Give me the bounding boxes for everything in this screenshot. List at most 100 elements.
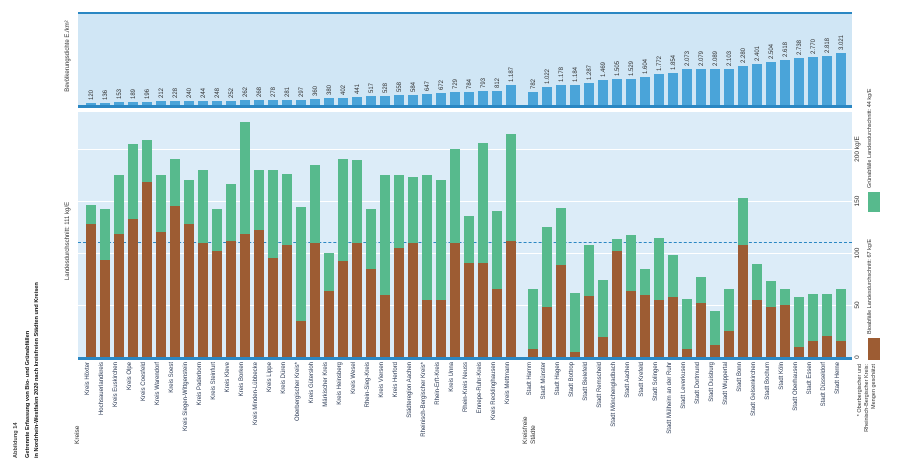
bio-segment (584, 296, 594, 357)
density-value: 1.178 (559, 66, 565, 82)
density-value: 212 (159, 87, 165, 98)
bio-segment (612, 251, 622, 357)
gruen-segment (100, 209, 110, 260)
x-label: Stadt Aachen (625, 362, 631, 398)
gruen-segment (766, 281, 776, 307)
figure-title-line2: in Nordrhein-Westfalen 2020 nach kreisfr… (34, 282, 40, 458)
density-bar (296, 100, 306, 105)
x-label: Stadt Bottrop (569, 362, 575, 398)
bio-segment (86, 224, 96, 357)
density-value: 3.021 (839, 34, 845, 50)
x-label: Stadt Hamm (527, 362, 533, 396)
bio-segment (492, 289, 502, 357)
bio-segment (542, 307, 552, 357)
bio-segment (570, 352, 580, 357)
legend-gruen-swatch (868, 192, 880, 212)
bio-segment (478, 263, 488, 357)
density-value: 782 (531, 78, 537, 89)
density-value: 1.287 (587, 64, 593, 80)
bio-segment (352, 243, 362, 357)
x-label: Kreis Lippe (267, 362, 273, 393)
density-bar (198, 101, 208, 105)
density-bar (528, 92, 538, 105)
gruen-segment (114, 175, 124, 234)
bio-segment (436, 300, 446, 357)
density-bar (184, 101, 194, 105)
density-value: 240 (187, 87, 193, 98)
density-bar (212, 101, 222, 105)
gruen-segment (556, 208, 566, 265)
bio-segment (296, 321, 306, 357)
gruen-segment (310, 165, 320, 243)
x-label: Ennepe-Ruhr-Kreis (477, 362, 483, 414)
density-bar (668, 73, 678, 105)
density-bar (696, 69, 706, 105)
density-bar (254, 100, 264, 105)
x-label: Kreis Recklinghausen (491, 362, 497, 421)
x-label: Kreis Minden-Lübbecke (253, 362, 259, 426)
bio-segment (794, 347, 804, 357)
x-label: Kreis Mettmann (505, 362, 511, 405)
density-value: 244 (201, 87, 207, 98)
gruen-segment (724, 289, 734, 331)
figure-title-block: Abbildung 14 Getrennte Erfassung von Bio… (12, 262, 42, 458)
legend-bio-label: Bioabfälle Landesdurchschnitt: 67 kg/E (867, 238, 873, 334)
bio-segment (640, 295, 650, 357)
x-label: Städteregion Aachen (407, 362, 413, 418)
state-average-label: Landesdurchschnitt: 111 kg/E (65, 201, 71, 281)
gruen-segment (794, 297, 804, 347)
bio-segment (528, 349, 538, 357)
gruen-segment (352, 160, 362, 243)
x-label: Kreis Düren (281, 362, 287, 394)
density-value: 196 (145, 88, 151, 99)
density-value: 136 (103, 89, 109, 100)
bio-segment (156, 232, 166, 357)
figure-title-line1: Getrennte Erfassung von Bio- und Grünabf… (25, 330, 31, 458)
bio-segment (556, 265, 566, 357)
density-bar (240, 100, 250, 105)
gruen-segment (738, 198, 748, 245)
density-value: 120 (89, 89, 95, 100)
density-value: 441 (355, 83, 361, 94)
gruen-segment (408, 177, 418, 243)
bio-segment (752, 300, 762, 357)
x-label: Kreis Warendorf (155, 362, 161, 406)
bio-segment (100, 260, 110, 357)
density-bar (170, 101, 180, 105)
x-label: Stadt Düsseldorf (821, 362, 827, 407)
bio-segment (324, 291, 334, 357)
density-value: 189 (131, 88, 137, 99)
density-value: 1.772 (657, 55, 663, 71)
y-tick-150: 150 (854, 195, 861, 207)
density-value: 2.073 (685, 50, 691, 66)
density-bar (570, 85, 580, 105)
density-bar (752, 64, 762, 105)
x-label: Stadt Bonn (737, 362, 743, 392)
density-value: 2.089 (713, 50, 719, 66)
bio-segment (710, 345, 720, 357)
x-label: Stadt Solingen (653, 362, 659, 402)
x-label: Stadt Mülheim an der Ruhr (667, 362, 673, 434)
gruen-segment (570, 293, 580, 352)
gruen-segment (170, 159, 180, 206)
bio-segment (668, 297, 678, 357)
x-label: Kreis Unna (449, 362, 455, 392)
x-label: Stadt Essen (807, 362, 813, 395)
x-label: Kreis Siegen-Wittgenstein (183, 362, 189, 432)
gruen-segment (612, 239, 622, 251)
density-bar (836, 53, 846, 105)
gridline-150 (78, 201, 852, 202)
density-value: 2.280 (741, 47, 747, 63)
gruen-segment (528, 289, 538, 349)
density-value: 1.187 (509, 66, 515, 82)
x-label: Stadt Hagen (555, 362, 561, 396)
density-bar (654, 74, 664, 105)
bio-segment (696, 303, 706, 357)
bio-segment (282, 245, 292, 357)
density-value: 1.184 (573, 66, 579, 82)
density-value: 360 (313, 85, 319, 96)
gruen-segment (710, 311, 720, 345)
gruen-segment (542, 227, 552, 307)
density-value: 584 (411, 81, 417, 92)
bio-segment (738, 245, 748, 357)
